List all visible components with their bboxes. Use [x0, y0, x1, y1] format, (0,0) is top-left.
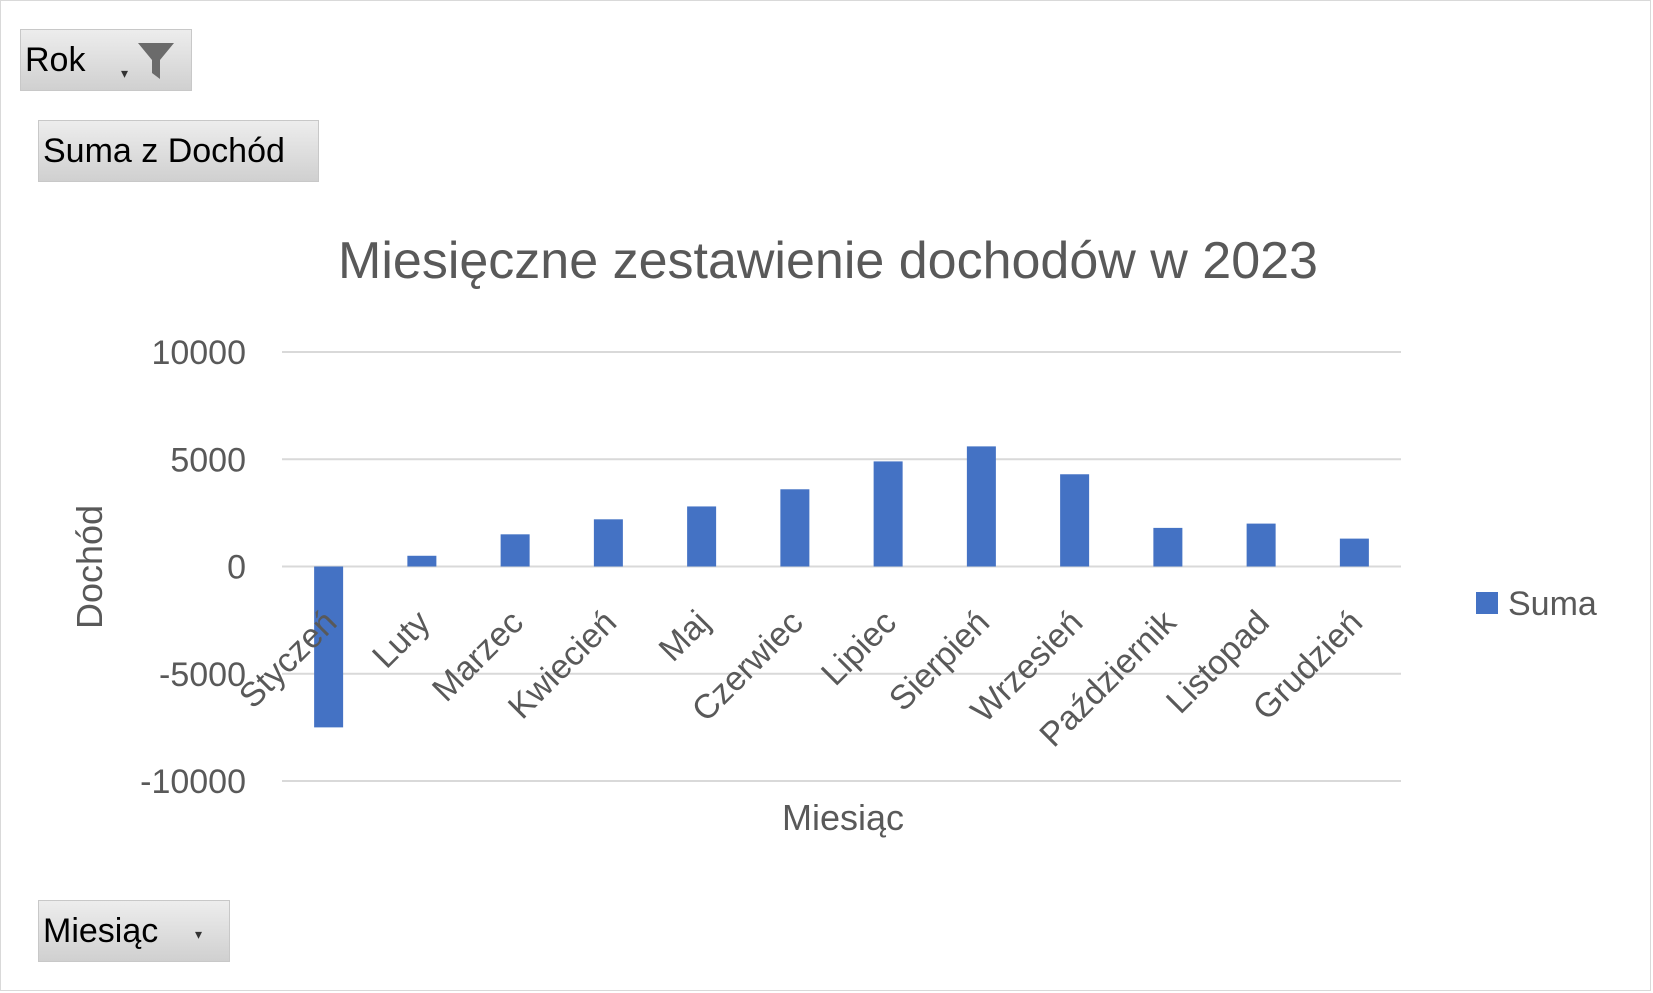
- bar-6: [780, 489, 810, 567]
- funnel-icon: [138, 43, 174, 79]
- gridlines: [282, 351, 1401, 782]
- bar-3: [500, 534, 530, 567]
- y-tick-label: 10000: [151, 334, 246, 372]
- bar-2: [407, 555, 437, 567]
- bar-12: [1339, 538, 1369, 567]
- bar-4: [593, 519, 623, 567]
- values-field-label: Suma z Dochód: [43, 132, 285, 170]
- axis-field-button[interactable]: Miesiąc ▾: [38, 900, 230, 962]
- bar-5: [687, 506, 717, 567]
- legend-label: Suma: [1508, 585, 1597, 623]
- rok-filter-button[interactable]: Rok ▾: [20, 29, 192, 91]
- y-tick-label: -10000: [140, 763, 246, 801]
- bar-9: [1060, 474, 1090, 567]
- axis-field-label: Miesiąc: [43, 912, 159, 950]
- bar-11: [1246, 523, 1276, 567]
- y-tick-label: 0: [227, 549, 246, 587]
- x-tick-label: Lipiec: [814, 603, 904, 693]
- x-tick-label: Maj: [652, 603, 718, 669]
- dropdown-arrow-icon: ▾: [195, 926, 203, 942]
- y-axis-title: Dochód: [69, 505, 110, 629]
- rok-filter-label: Rok: [25, 41, 86, 79]
- x-tick-label: Luty: [365, 603, 437, 675]
- bars: [314, 446, 1369, 728]
- y-tick-label: 5000: [170, 441, 246, 479]
- x-axis-title: Miesiąc: [782, 797, 904, 838]
- bar-1: [314, 566, 344, 728]
- dropdown-arrow-icon: ▾: [121, 65, 129, 81]
- bar-7: [873, 461, 903, 567]
- bar-10: [1153, 527, 1183, 567]
- y-tick-label: -5000: [159, 656, 246, 694]
- bar-8: [966, 446, 996, 567]
- legend: Suma: [1476, 585, 1597, 623]
- chart-title: Miesięczne zestawienie dochodów w 2023: [338, 232, 1318, 290]
- values-field-button[interactable]: Suma z Dochód: [38, 120, 319, 182]
- legend-swatch: [1476, 592, 1498, 614]
